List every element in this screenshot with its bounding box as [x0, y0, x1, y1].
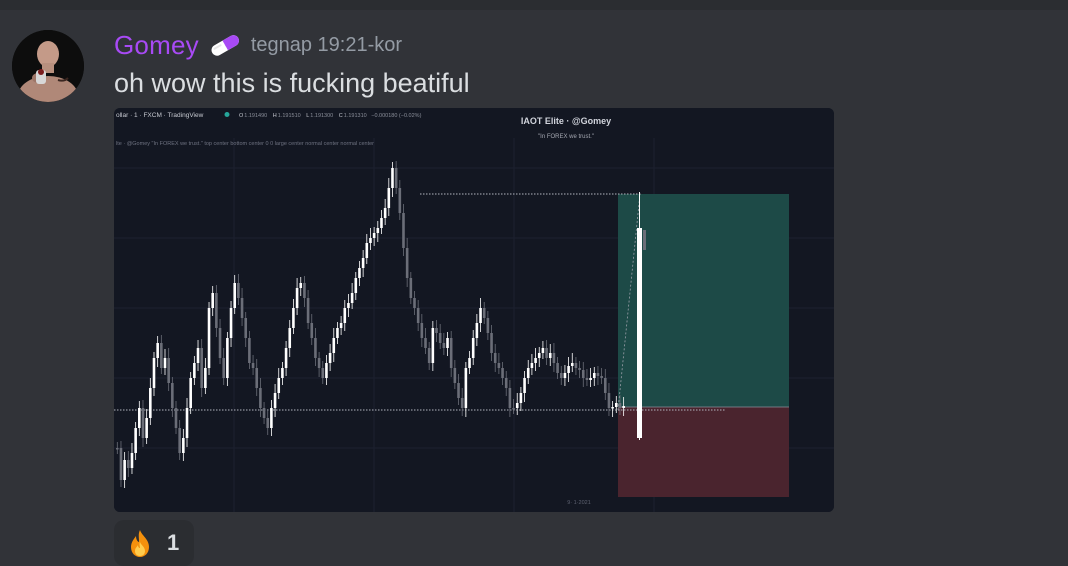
message-content: oh wow this is fucking beatiful: [114, 68, 470, 98]
projection-line: [617, 193, 641, 411]
watermark-title: IAOT Elite · @Gomey: [521, 116, 611, 126]
fire-icon: [125, 528, 155, 558]
ohlc-open-label: O: [239, 113, 244, 119]
message-header: Gomey tegnap 19:21-kor: [114, 28, 402, 62]
ohlc-low-label: L: [306, 113, 309, 119]
ohlc-high-label: H: [273, 113, 277, 119]
status-dot-icon: [224, 112, 230, 117]
take-profit-zone: [618, 194, 789, 407]
previous-message-edge: [0, 0, 1068, 10]
reaction-button[interactable]: 1: [114, 520, 194, 566]
chat-message[interactable]: Gomey tegnap 19:21-kor oh wow this is fu…: [0, 10, 1068, 566]
svg-text:O1.191490 H1.191510: O1.191490 H1.191510 L1.191300 C1.191310 …: [239, 113, 422, 119]
ohlc-close-value: 1.191310: [344, 113, 367, 119]
ohlc-open-value: 1.191490: [244, 113, 267, 119]
watermark-subtitle: "In FOREX we trust.": [538, 134, 594, 140]
ohlc-low-value: 1.191300: [310, 113, 333, 119]
symbol-line: ollar · 1 · FXCM · TradingView: [116, 112, 204, 119]
username[interactable]: Gomey: [114, 29, 199, 60]
message-timestamp[interactable]: tegnap 19:21-kor: [250, 33, 403, 56]
pill-icon: [207, 33, 243, 57]
ohlc-change: −0.000180 (−0.02%): [371, 113, 421, 119]
date-label: 9· 1·2021: [567, 500, 591, 506]
stop-loss-zone: [618, 407, 789, 497]
trading-chart-screenshot: ollar · 1 · FXCM · TradingView O1.191490…: [114, 108, 834, 512]
candlesticks: [116, 161, 646, 488]
avatar-person-icon: [12, 30, 84, 102]
avatar[interactable]: [12, 30, 84, 102]
ohlc-high-value: 1.191510: [278, 113, 301, 119]
ohlc-close-label: C: [339, 113, 343, 119]
indicator-line: lte · @Gomey "In FOREX we trust." top ce…: [116, 141, 374, 147]
reaction-count: 1: [167, 530, 180, 555]
image-attachment[interactable]: ollar · 1 · FXCM · TradingView O1.191490…: [114, 108, 834, 512]
